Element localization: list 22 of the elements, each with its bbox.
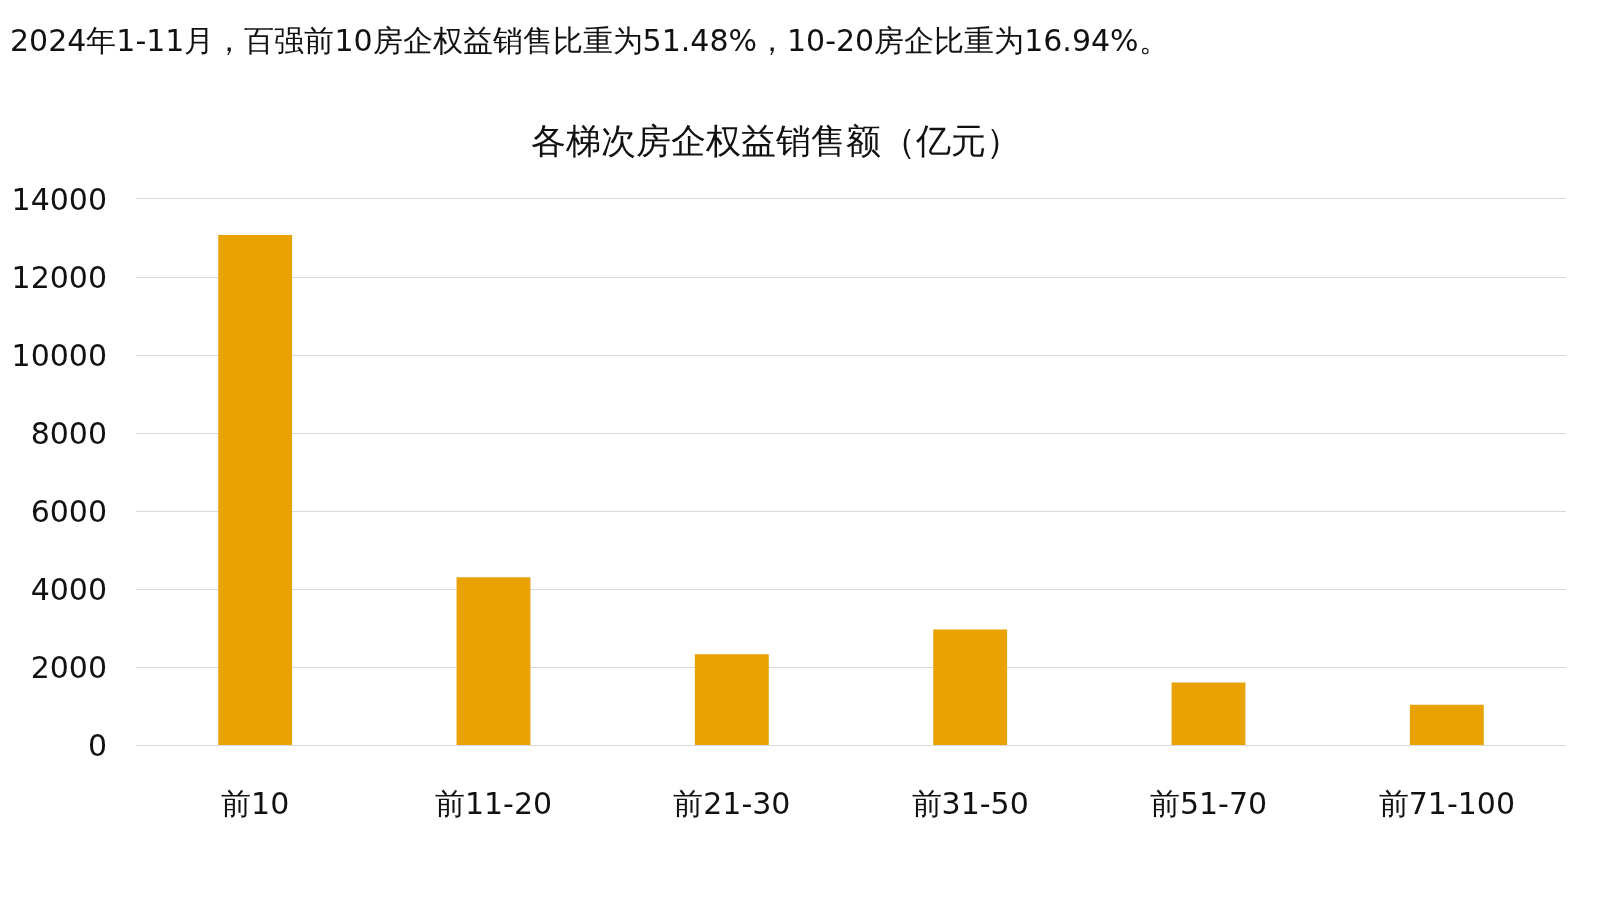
y-tick-label: 12000 (11, 259, 107, 295)
x-tick-label: 前51-70 (1149, 786, 1268, 822)
bar (218, 234, 293, 745)
x-tick-label: 前21-30 (673, 786, 791, 822)
y-tick-label: 4000 (30, 571, 107, 607)
x-tick-label: 前11-20 (434, 786, 553, 822)
bar (694, 654, 769, 745)
y-tick-label: 14000 (11, 181, 107, 217)
bar (1409, 704, 1484, 745)
bar (933, 629, 1008, 745)
y-tick-label: 2000 (30, 649, 107, 685)
chart-title: 各梯次房企权益销售额（亿元） (531, 121, 1021, 162)
y-tick-label: 8000 (30, 415, 107, 451)
bar (1171, 682, 1246, 745)
bar (456, 577, 531, 745)
x-tick-label: 前31-50 (911, 786, 1029, 822)
text: 2024年1-11月，百强前10房企权益销售比重为51.48%，10-20房企比重为16.94%。 (10, 23, 1169, 58)
x-tick-label: 前71-100 (1378, 786, 1515, 822)
y-tick-label: 6000 (30, 493, 107, 529)
y-tick-label: 0 (87, 727, 107, 763)
x-tick-label: 前10 (221, 786, 290, 822)
y-tick-label: 10000 (11, 337, 107, 373)
